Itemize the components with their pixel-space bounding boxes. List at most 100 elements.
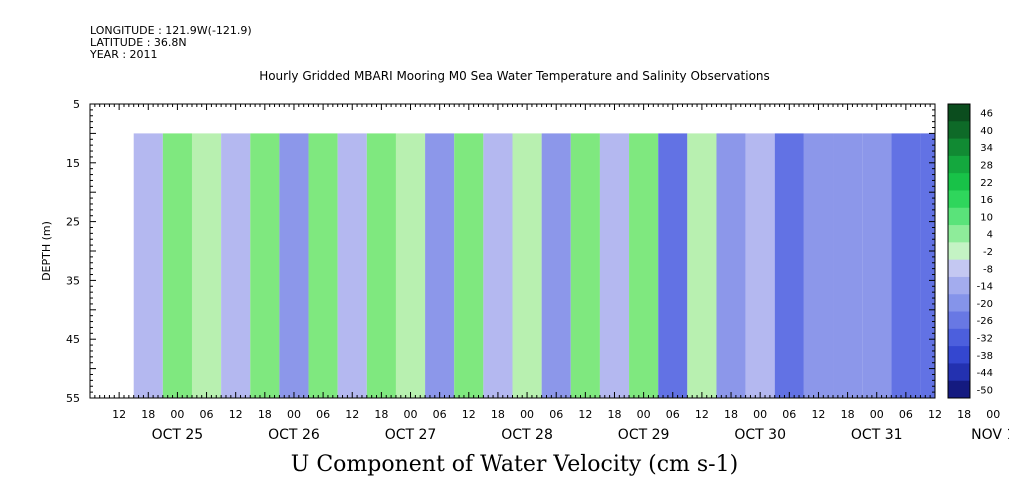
- colorbar-band: [948, 346, 970, 364]
- heatmap-cell: [541, 133, 571, 398]
- heatmap-cell: [133, 133, 163, 398]
- colorbar-label: -14: [977, 282, 993, 293]
- x-hour-tick-label: 18: [841, 408, 855, 421]
- x-hour-tick-label: 00: [404, 408, 418, 421]
- x-hour-tick-label: 00: [170, 408, 184, 421]
- heatmap-cell: [658, 133, 688, 398]
- x-hour-tick-label: 06: [316, 408, 330, 421]
- colorbar-band: [948, 294, 970, 313]
- colorbar-band: [948, 225, 970, 243]
- colorbar-band: [948, 242, 970, 261]
- heatmap-cell: [250, 133, 280, 398]
- y-axis: 5 15 25 35 45 55: [66, 98, 935, 405]
- colorbar-label: 4: [987, 230, 993, 241]
- colorbar-label: -8: [983, 264, 993, 275]
- y-tick-label: 35: [66, 274, 80, 287]
- colorbar-band: [948, 259, 970, 278]
- x-hour-tick-label: 12: [695, 408, 709, 421]
- x-hour-tick-label: 18: [374, 408, 388, 421]
- heatmap-cell: [629, 133, 659, 398]
- heatmap-cell: [716, 133, 746, 398]
- colorbar-label: -20: [977, 299, 993, 310]
- x-hour-tick-label: 12: [229, 408, 243, 421]
- heatmap-cell: [366, 133, 396, 398]
- x-hour-tick-label: 00: [520, 408, 534, 421]
- colorbar-band: [948, 190, 970, 209]
- y-tick-label: 5: [73, 98, 80, 111]
- x-hour-tick-label: 18: [957, 408, 971, 421]
- colorbar-label: 10: [980, 212, 993, 223]
- heatmap-cell: [454, 133, 484, 398]
- x-hour-tick-label: 12: [112, 408, 126, 421]
- heatmap-cell: [162, 133, 192, 398]
- colorbar-band: [948, 104, 970, 122]
- colorbar-label: -38: [977, 351, 993, 362]
- x-axis: 12 18 00 06 12 18 00 06 12 18 00 06 12 18 00 06 12 18 00 06…: [89, 104, 1009, 443]
- colorbar-label: -2: [983, 247, 993, 258]
- heatmap-cell: [512, 133, 542, 398]
- colorbar-label: 22: [980, 178, 993, 189]
- chart-title: Hourly Gridded MBARI Mooring M0 Sea Wate…: [259, 69, 770, 83]
- heatmap-cell: [803, 133, 834, 398]
- heatmap-field: [133, 133, 935, 398]
- colorbar-label: -26: [977, 316, 993, 327]
- heatmap-cell: [308, 133, 338, 398]
- x-hour-tick-label: 12: [462, 408, 476, 421]
- heatmap-cell: [483, 133, 513, 398]
- x-hour-tick-label: 18: [491, 408, 505, 421]
- year-label: YEAR : 2011: [90, 48, 158, 61]
- heatmap-cell: [191, 133, 222, 398]
- heatmap-cell: [920, 133, 935, 398]
- x-date-label: OCT 28: [501, 427, 553, 443]
- colorbar-band: [948, 276, 970, 295]
- x-hour-tick-label: 06: [549, 408, 563, 421]
- variable-title: U Component of Water Velocity (cm s-1): [290, 452, 739, 477]
- colorbar-band: [948, 311, 970, 330]
- heatmap-cell: [833, 133, 863, 398]
- x-hour-tick-label: 06: [433, 408, 447, 421]
- x-date-label: OCT 25: [152, 427, 204, 443]
- colorbar-label: -32: [977, 333, 993, 344]
- colorbar-frame: [947, 103, 971, 399]
- x-date-label: OCT 30: [734, 427, 786, 443]
- colorbar-band: [948, 138, 970, 157]
- colorbar-band: [948, 155, 970, 174]
- x-hour-tick-label: 12: [345, 408, 359, 421]
- colorbar-label: 46: [980, 109, 993, 120]
- heatmap-cell: [745, 133, 775, 398]
- x-date-label: NOV 1: [971, 427, 1009, 443]
- heatmap-cell: [337, 133, 367, 398]
- x-hour-tick-label: 06: [200, 408, 214, 421]
- x-hour-tick-label: 06: [666, 408, 680, 421]
- x-hour-tick-label: 06: [899, 408, 913, 421]
- heatmap-cell: [774, 133, 804, 398]
- x-hour-tick-label: 12: [928, 408, 942, 421]
- colorbar-band: [948, 173, 970, 191]
- x-date-label: OCT 26: [268, 427, 320, 443]
- y-tick-label: 45: [66, 333, 80, 346]
- colorbar-label: 28: [980, 161, 993, 172]
- colorbar-label: -50: [977, 385, 993, 396]
- x-hour-tick-label: 12: [811, 408, 825, 421]
- y-axis-label: DEPTH (m): [40, 221, 53, 281]
- colorbar-band: [948, 328, 970, 347]
- heatmap-cell: [570, 133, 600, 398]
- longitude-label: LONGITUDE : 121.9W(-121.9): [90, 24, 252, 37]
- x-hour-tick-label: 12: [578, 408, 592, 421]
- heatmap-cell: [279, 133, 309, 398]
- x-hour-tick-label: 00: [637, 408, 651, 421]
- x-date-label: OCT 27: [385, 427, 437, 443]
- x-hour-tick-label: 00: [753, 408, 767, 421]
- y-tick-label: 55: [66, 392, 80, 405]
- colorbar-label: 34: [980, 143, 993, 154]
- x-hour-tick-label: 00: [287, 408, 301, 421]
- colorbar-label: -44: [977, 368, 993, 379]
- colorbar-band: [948, 380, 970, 399]
- x-hour-tick-label: 18: [607, 408, 621, 421]
- colorbar-band: [948, 363, 970, 382]
- x-hour-tick-label: 00: [870, 408, 884, 421]
- colorbar-band: [948, 207, 970, 226]
- heatmap-cell: [425, 133, 455, 398]
- x-hour-tick-label: 18: [141, 408, 155, 421]
